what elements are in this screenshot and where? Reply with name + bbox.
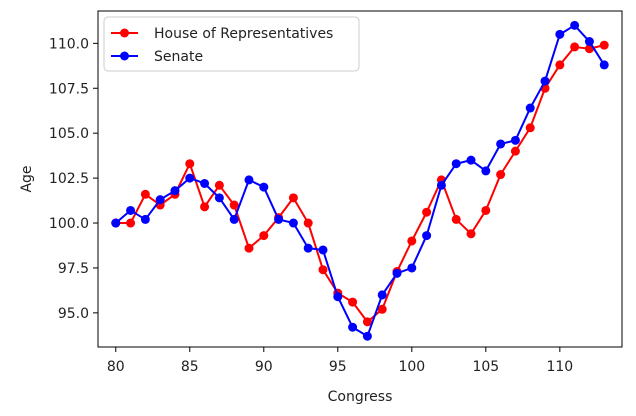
series-1-point xyxy=(303,243,313,253)
y-axis-label: Age xyxy=(19,165,35,192)
legend-box xyxy=(103,16,360,72)
series-1-point xyxy=(436,180,446,190)
series-0-point xyxy=(140,189,150,199)
series-1-point xyxy=(599,60,609,70)
series-0-point xyxy=(407,236,417,246)
series-0-point xyxy=(348,297,358,307)
series-0-point xyxy=(525,123,535,133)
plot-frame xyxy=(97,10,623,348)
series-0-point xyxy=(362,317,372,327)
x-tick-label: 85 xyxy=(181,359,199,375)
series-1-point xyxy=(348,322,358,332)
series-0-point xyxy=(126,218,136,228)
series-0-group xyxy=(111,40,609,327)
x-axis-label: Congress xyxy=(328,389,393,405)
legend-senate-label: Senate xyxy=(154,49,203,65)
series-0-point xyxy=(229,200,239,210)
series-0-point xyxy=(259,231,269,241)
series-1-point xyxy=(200,178,210,188)
series-0-point xyxy=(570,42,580,52)
series-0-point xyxy=(599,40,609,50)
y-axis: 95.0 97.5 100.0 102.5 105.0 107.5 110.0 xyxy=(49,36,98,322)
x-tick-label: 90 xyxy=(255,359,273,375)
series-1-point xyxy=(259,182,269,192)
series-1-point xyxy=(229,214,239,224)
series-0-point xyxy=(496,170,506,180)
series-1-point xyxy=(407,263,417,273)
series-1-point xyxy=(170,186,180,196)
y-tick-label: 110.0 xyxy=(49,36,89,52)
series-0-point xyxy=(303,218,313,228)
series-1-point xyxy=(466,155,476,165)
series-1-line xyxy=(114,24,606,338)
series-1-point xyxy=(185,173,195,183)
chart-marks xyxy=(111,20,609,341)
series-1-point xyxy=(510,135,520,145)
y-tick-label: 102.5 xyxy=(49,171,89,187)
series-0-point xyxy=(466,229,476,239)
series-1-point xyxy=(584,37,594,47)
series-1-point xyxy=(126,205,136,215)
series-1-point xyxy=(111,218,121,228)
legend-house-marker xyxy=(120,28,129,38)
series-0-point xyxy=(214,180,224,190)
series-1-point xyxy=(451,159,461,169)
series-1-point xyxy=(333,292,343,302)
series-0-point xyxy=(422,207,432,217)
legend-senate-marker xyxy=(120,51,129,61)
y-tick-label: 105.0 xyxy=(49,126,89,142)
series-0-point xyxy=(377,304,387,314)
series-0-point xyxy=(288,193,298,203)
series-0-point xyxy=(318,265,328,275)
legend: House of Representatives Senate xyxy=(103,16,360,72)
y-tick-label: 100.0 xyxy=(49,216,89,232)
series-1-point xyxy=(214,193,224,203)
x-tick-label: 80 xyxy=(107,359,125,375)
x-tick-label: 100 xyxy=(398,359,425,375)
series-0-line xyxy=(114,44,606,323)
y-tick-label: 107.5 xyxy=(49,81,89,97)
series-0-point xyxy=(481,205,491,215)
legend-house-label: House of Representatives xyxy=(154,26,333,42)
series-1-point xyxy=(496,139,506,149)
series-0-point xyxy=(555,60,565,70)
series-1-point xyxy=(140,214,150,224)
series-1-point xyxy=(155,195,165,205)
series-0-point xyxy=(510,146,520,156)
y-tick-label: 97.5 xyxy=(58,261,89,277)
series-1-point xyxy=(570,20,580,30)
series-1-point xyxy=(555,29,565,39)
series-0-point xyxy=(451,214,461,224)
y-tick-label: 95.0 xyxy=(58,306,89,322)
series-1-point xyxy=(392,268,402,278)
series-1-point xyxy=(540,76,550,86)
series-0-point xyxy=(244,243,254,253)
series-0-point xyxy=(185,159,195,169)
x-tick-label: 105 xyxy=(472,359,499,375)
series-1-group xyxy=(111,20,609,341)
series-1-point xyxy=(481,166,491,176)
series-1-point xyxy=(377,290,387,300)
series-1-point xyxy=(525,103,535,113)
x-tick-label: 95 xyxy=(329,359,347,375)
x-axis: 80 85 90 95 100 105 110 xyxy=(107,347,573,375)
series-0-point xyxy=(200,202,210,212)
series-1-point xyxy=(274,214,284,224)
series-1-point xyxy=(244,175,254,185)
series-1-point xyxy=(362,331,372,341)
x-tick-label: 110 xyxy=(546,359,573,375)
series-1-point xyxy=(422,231,432,241)
series-1-point xyxy=(288,218,298,228)
series-1-point xyxy=(318,245,328,255)
